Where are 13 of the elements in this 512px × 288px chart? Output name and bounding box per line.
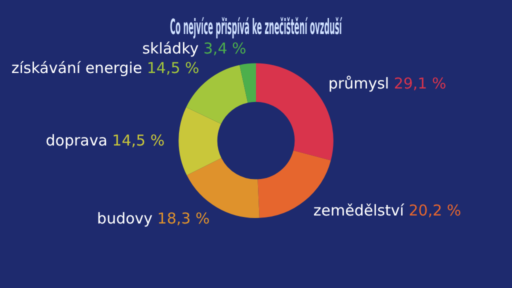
slice-label: získávání energie [11,58,142,77]
chart-title: Co nejvíce přispívá ke znečištění ovzduší [170,14,343,40]
slice-label: průmysl [328,74,390,93]
data-label: 18,3 % [157,209,210,228]
slice-label: skládky [142,40,199,58]
data-label: 29,1 % [394,74,446,93]
slice-label: zemědělství [313,202,405,220]
slice-label: doprava [46,131,108,150]
data-label: 3,4 % [203,40,246,58]
data-label: 20,2 % [408,202,462,220]
slice-label: budovy [97,209,153,228]
data-label: 14,5 % [112,131,165,150]
data-label: 14,5 % [146,58,200,77]
